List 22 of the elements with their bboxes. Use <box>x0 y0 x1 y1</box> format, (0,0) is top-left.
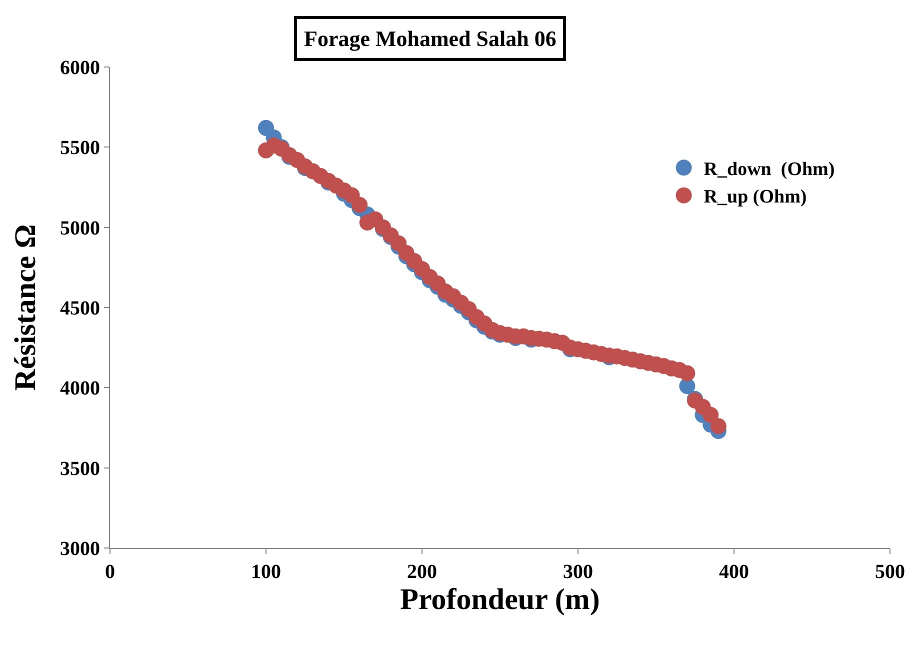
point <box>679 365 696 382</box>
y-tick-label: 4000 <box>60 378 100 400</box>
x-tick-label: 200 <box>407 561 437 583</box>
x-tick-label: 100 <box>251 561 281 583</box>
y-tick-label: 6000 <box>60 57 100 79</box>
x-tick-label: 300 <box>563 561 593 583</box>
x-tick-label: 0 <box>105 561 115 583</box>
y-tick-label: 3500 <box>60 458 100 480</box>
legend-label: R_down (Ohm) <box>704 159 835 180</box>
x-tick-label: 400 <box>719 561 749 583</box>
x-tick-label: 500 <box>875 561 905 583</box>
y-tick-label: 4500 <box>60 298 100 320</box>
y-tick-label: 3000 <box>60 538 100 560</box>
x-axis-title: Profondeur (m) <box>400 583 600 616</box>
chart-title: Forage Mohamed Salah 06 <box>304 26 556 51</box>
point <box>710 418 726 434</box>
point <box>352 196 368 213</box>
y-tick-label: 5000 <box>60 217 100 240</box>
y-axis-title: Résistance Ω <box>9 224 42 391</box>
point <box>702 406 719 423</box>
y-tick-label: 5500 <box>60 137 100 160</box>
legend-label: R_up (Ohm) <box>704 186 807 208</box>
